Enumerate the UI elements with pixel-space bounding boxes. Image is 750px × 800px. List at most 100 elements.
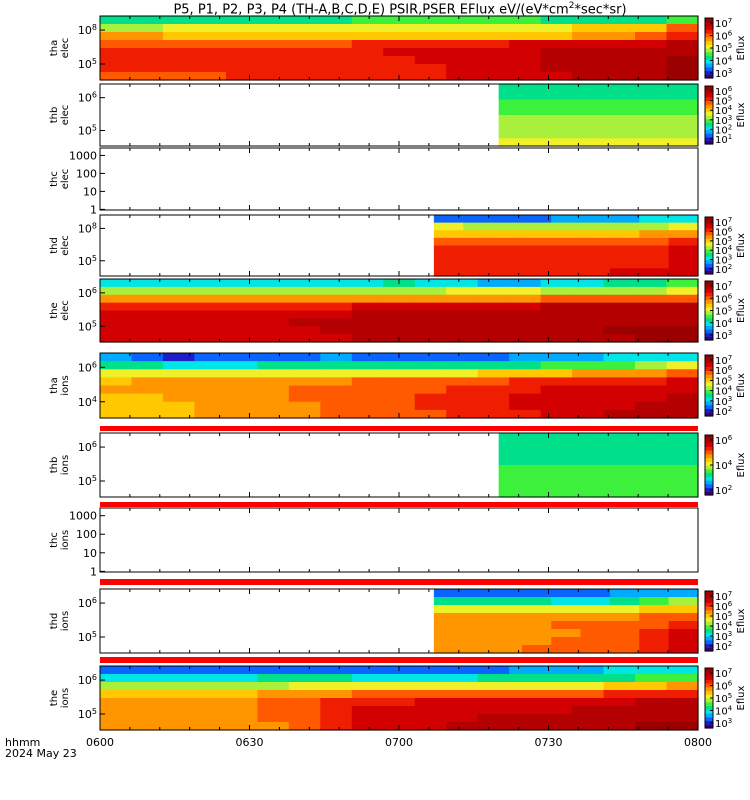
heatmap-cell xyxy=(572,698,605,707)
heatmap-cell xyxy=(668,589,699,598)
heatmap-cell xyxy=(565,130,599,139)
colorbar-label: 106 xyxy=(715,600,733,613)
colorbar-segment xyxy=(705,332,713,337)
y-tick-label: 105 xyxy=(78,124,97,138)
heatmap-cell xyxy=(631,99,666,108)
heatmap-cell xyxy=(668,597,699,606)
heatmap-cell xyxy=(320,302,353,312)
heatmap-cell xyxy=(162,401,196,411)
colorbar-frame xyxy=(704,354,714,417)
heatmap-cell xyxy=(414,369,447,378)
heatmap-cell xyxy=(162,393,196,403)
heatmap-cell xyxy=(131,369,164,378)
heatmap-cell xyxy=(351,302,384,312)
y-axis-label: thaelec xyxy=(49,38,71,59)
heatmap-cell xyxy=(225,706,258,715)
heatmap-cell xyxy=(351,682,384,691)
heatmap-cell xyxy=(194,401,227,411)
heatmap-cell xyxy=(477,40,510,49)
heatmap-cell xyxy=(631,489,666,498)
heatmap-cell xyxy=(492,230,523,239)
heatmap-cell xyxy=(288,24,321,33)
colorbar-segment xyxy=(705,400,713,406)
heatmap-cell xyxy=(635,40,668,49)
y-tick-label: 106 xyxy=(78,360,97,374)
heatmap-cell xyxy=(463,215,494,224)
title-exponent: 2 xyxy=(568,1,575,11)
colorbar-segment xyxy=(705,336,713,341)
colorbar-segment xyxy=(705,310,713,315)
heatmap-cell xyxy=(131,294,164,304)
heatmap-cell xyxy=(664,433,699,442)
heatmap-cell xyxy=(509,393,542,403)
y-tick-label: 100 xyxy=(76,528,97,541)
heatmap-cell xyxy=(666,48,699,57)
heatmap-cell xyxy=(162,361,196,370)
heatmap-cell xyxy=(477,377,510,387)
colorbar-title: Eflux xyxy=(736,685,747,710)
heatmap-cell xyxy=(477,294,510,304)
heatmap-cell xyxy=(257,56,290,65)
colorbar-label: 105 xyxy=(715,610,732,623)
colorbar-label: 106 xyxy=(715,292,733,305)
heatmap-cell xyxy=(225,353,258,362)
heatmap-cell xyxy=(565,91,599,101)
heatmap-cell xyxy=(100,326,133,335)
heatmap-cell xyxy=(639,613,670,622)
colorbar-segment xyxy=(705,29,713,34)
y-tick-label: 105 xyxy=(78,57,97,71)
colorbar-segment xyxy=(705,104,713,109)
colorbar-segment xyxy=(705,231,713,236)
heatmap-cell xyxy=(603,16,636,25)
colorbar-segment xyxy=(705,107,713,112)
heatmap-cell xyxy=(446,294,479,304)
heatmap-cell xyxy=(509,32,542,41)
colorbar-title: Eflux xyxy=(736,452,747,477)
heatmap-cell xyxy=(492,605,523,614)
heatmap-cell xyxy=(320,40,353,49)
heatmap-cell xyxy=(498,138,533,147)
heatmap-cell xyxy=(664,84,699,93)
colorbar-segment xyxy=(705,59,713,64)
colorbar-segment xyxy=(705,679,713,684)
heatmap-cell xyxy=(225,393,258,403)
heatmap-cell xyxy=(288,40,321,49)
heatmap-cell xyxy=(100,714,133,723)
heatmap-cell xyxy=(509,72,542,81)
heatmap-cell xyxy=(162,294,196,304)
x-unit-label: hhmm xyxy=(5,736,40,749)
heatmap-cell xyxy=(572,682,605,691)
heatmap-cell xyxy=(288,690,321,699)
heatmap-cell xyxy=(351,409,384,419)
heatmap-cell xyxy=(100,369,133,378)
heatmap-cell xyxy=(603,409,636,419)
heatmap-cell xyxy=(477,24,510,33)
colorbar-label: 103 xyxy=(715,395,732,408)
heatmap-cell xyxy=(446,286,479,296)
colorbar-label: 105 xyxy=(715,374,732,387)
heatmap-cell xyxy=(603,24,636,33)
heatmap-cell xyxy=(598,449,633,458)
heatmap-cell xyxy=(131,361,164,370)
heatmap-cell xyxy=(509,377,542,387)
y-tick-label: 105 xyxy=(78,319,97,333)
heatmap-cell xyxy=(540,56,573,65)
heatmap-cell xyxy=(446,674,479,683)
heatmap-cell xyxy=(509,714,542,723)
heatmap-cell xyxy=(162,714,196,723)
colorbar-segment xyxy=(705,321,713,326)
heatmap-cell xyxy=(383,294,416,304)
heatmap-cell xyxy=(131,56,164,65)
heatmap-cell xyxy=(572,326,605,335)
colorbar-title: Eflux xyxy=(736,608,747,633)
heatmap-cell xyxy=(639,621,670,630)
heatmap-cell xyxy=(551,645,582,654)
heatmap-cell xyxy=(351,674,384,683)
heatmap-cell xyxy=(521,629,552,638)
heatmap-cell xyxy=(565,138,599,147)
heatmap-cell xyxy=(635,286,668,296)
heatmap-cell xyxy=(320,377,353,387)
heatmap-cell xyxy=(639,253,670,262)
